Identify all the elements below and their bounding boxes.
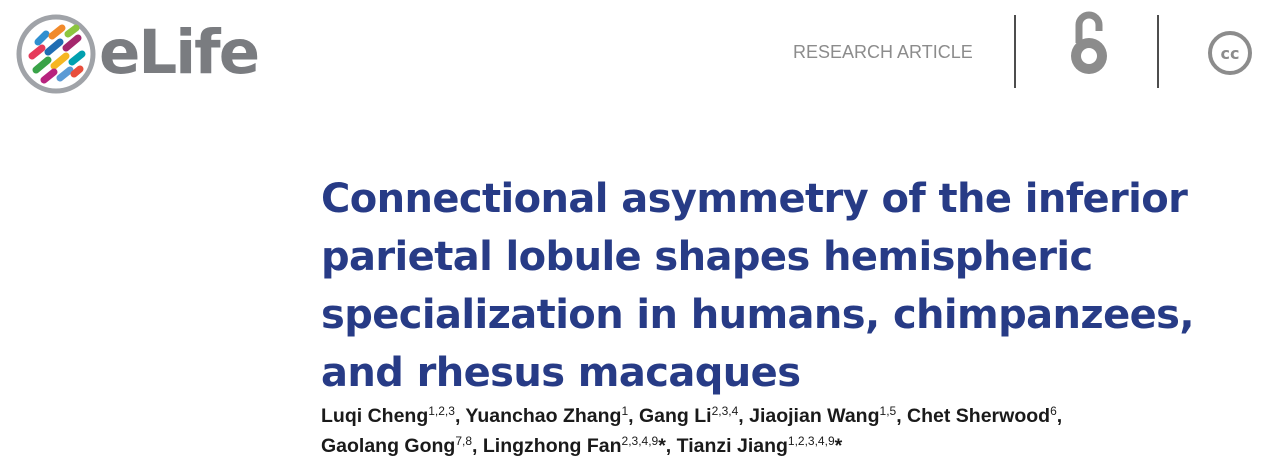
author-separator: ,: [738, 405, 750, 427]
elife-brand-wordmark[interactable]: eLife: [99, 17, 260, 88]
author-name[interactable]: Tianzi Jiang: [676, 435, 788, 457]
author-list: Luqi Cheng1,2,3, Yuanchao Zhang1, Gang L…: [321, 401, 1266, 461]
author-separator: ,: [454, 405, 466, 427]
affiliation-superscript: 1,2,3: [428, 404, 455, 418]
affiliation-superscript: 2,3,4: [711, 404, 739, 418]
header-divider: [1157, 15, 1159, 88]
affiliation-superscript: 1,2,3,4,9: [787, 434, 835, 448]
article-type-label: RESEARCH ARTICLE: [793, 42, 973, 62]
author-name[interactable]: Chet Sherwood: [907, 405, 1051, 427]
author-name[interactable]: Gaolang Gong: [321, 435, 456, 457]
author-separator: *,: [658, 435, 677, 457]
title-line: specialization in humans, chimpanzees,: [321, 292, 1195, 338]
author-line: Gaolang Gong7,8, Lingzhong Fan2,3,4,9*, …: [321, 431, 1266, 461]
author-name[interactable]: Luqi Cheng: [321, 405, 429, 427]
author-separator: ,: [896, 405, 908, 427]
author-separator: ,: [472, 435, 483, 457]
author-name[interactable]: Jiaojian Wang: [749, 405, 880, 427]
author-name[interactable]: Lingzhong Fan: [482, 435, 622, 457]
title-line: parietal lobule shapes hemispheric: [321, 234, 1093, 280]
affiliation-superscript: 1,5: [879, 404, 897, 418]
title-line: and rhesus macaques: [321, 350, 801, 396]
affiliation-superscript: 7,8: [455, 434, 473, 448]
article-title: Connectional asymmetry of the inferior p…: [321, 170, 1266, 402]
affiliation-superscript: 2,3,4,9: [621, 434, 659, 448]
header-divider: [1014, 15, 1016, 88]
open-access-icon: [1071, 11, 1107, 74]
author-separator: ,: [628, 405, 639, 427]
author-separator: *: [834, 435, 843, 457]
affiliation-superscript: 1: [621, 404, 629, 418]
author-line: Luqi Cheng1,2,3, Yuanchao Zhang1, Gang L…: [321, 401, 1266, 431]
svg-text:cc: cc: [1221, 44, 1240, 63]
author-name[interactable]: Yuanchao Zhang: [465, 405, 622, 427]
title-line: Connectional asymmetry of the inferior: [321, 176, 1188, 222]
author-name[interactable]: Gang Li: [638, 405, 712, 427]
creative-commons-icon: cc: [1208, 31, 1252, 75]
elife-logo-icon[interactable]: [16, 14, 96, 94]
affiliation-superscript: 6: [1050, 404, 1057, 418]
author-separator: ,: [1056, 405, 1063, 427]
